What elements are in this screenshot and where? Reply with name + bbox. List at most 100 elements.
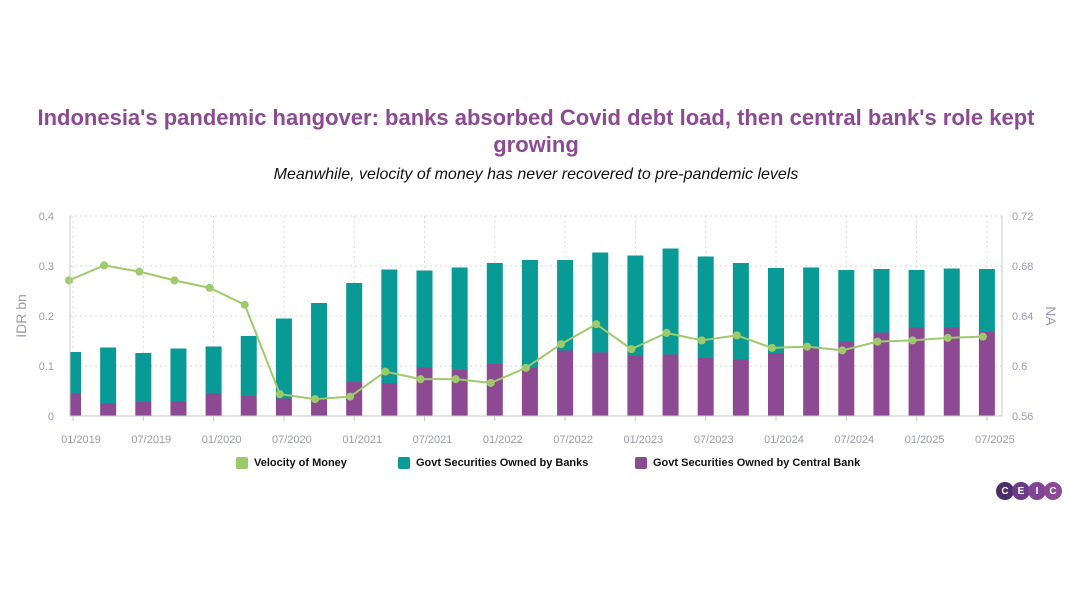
bar-central-bank xyxy=(240,396,257,416)
velocity-point xyxy=(311,395,320,404)
bar-banks xyxy=(978,269,995,332)
y-left-tick-label: 0 xyxy=(48,411,54,423)
bar-central-bank xyxy=(838,341,855,416)
bar-banks xyxy=(662,248,679,355)
legend-label-central-bank: Govt Securities Owned by Central Bank xyxy=(653,457,861,469)
velocity-point xyxy=(592,320,601,329)
bar-banks xyxy=(908,270,925,328)
bar-banks xyxy=(768,268,784,354)
bar-banks xyxy=(100,347,117,404)
velocity-point xyxy=(662,328,671,337)
velocity-point xyxy=(768,343,776,352)
velocity-point xyxy=(451,375,460,384)
bar-banks xyxy=(627,255,644,356)
velocity-point xyxy=(838,346,847,355)
legend-swatch-banks xyxy=(398,457,410,469)
velocity-point xyxy=(732,331,741,340)
bar-banks xyxy=(873,269,890,333)
x-tick-label: 01/2019 xyxy=(61,434,101,446)
velocity-point xyxy=(416,375,425,384)
bar-banks xyxy=(838,270,855,342)
bar-banks xyxy=(170,348,187,402)
bars xyxy=(70,248,995,416)
velocity-point xyxy=(521,363,530,372)
x-tick-label: 07/2025 xyxy=(975,434,1015,446)
x-tick-label: 01/2021 xyxy=(342,434,382,446)
logo-letter: E xyxy=(1012,482,1030,500)
y-right-axis-title: NA xyxy=(1043,306,1059,326)
bar-banks xyxy=(451,267,468,370)
legend-swatch-velocity xyxy=(236,457,248,469)
y-left-tick-label: 0.4 xyxy=(39,211,54,223)
x-tick-label: 01/2022 xyxy=(483,434,523,446)
bar-banks xyxy=(346,283,363,382)
bar-central-bank xyxy=(627,355,644,416)
logo-letter: C xyxy=(1044,482,1062,500)
y-right-tick-label: 0.72 xyxy=(1012,211,1033,223)
velocity-point xyxy=(943,333,952,342)
bar-central-bank xyxy=(803,347,820,416)
x-tick-label: 07/2024 xyxy=(834,434,874,446)
bar-banks xyxy=(521,260,538,368)
x-tick-label: 07/2023 xyxy=(694,434,734,446)
bar-central-bank xyxy=(943,327,960,416)
y-right-tick-label: 0.56 xyxy=(1012,411,1033,423)
bar-banks xyxy=(732,263,749,360)
legend: Velocity of Money Govt Securities Owned … xyxy=(0,457,1072,475)
bar-banks xyxy=(381,269,398,383)
bar-central-bank xyxy=(697,358,714,416)
velocity-point xyxy=(135,267,144,276)
bar-central-bank xyxy=(275,398,292,416)
velocity-point xyxy=(908,336,917,345)
bar-central-bank xyxy=(381,383,398,416)
x-tick-label: 01/2023 xyxy=(624,434,664,446)
x-tick-label: 07/2022 xyxy=(553,434,593,446)
velocity-point xyxy=(697,336,706,345)
x-tick-label: 01/2020 xyxy=(202,434,242,446)
x-tick-label: 07/2021 xyxy=(413,434,453,446)
bar-central-bank xyxy=(135,402,152,416)
velocity-point xyxy=(170,276,179,285)
chart-title: Indonesia's pandemic hangover: banks abs… xyxy=(37,105,1035,157)
bar-banks xyxy=(697,256,714,358)
bar-banks xyxy=(557,260,574,351)
ceic-logo: C E I C xyxy=(996,482,1062,500)
legend-label-velocity: Velocity of Money xyxy=(254,457,347,469)
y-right-tick-label: 0.6 xyxy=(1012,361,1027,373)
bar-central-bank xyxy=(592,352,609,416)
bar-central-bank xyxy=(205,393,222,416)
bar-banks xyxy=(240,336,257,396)
logo-letter: I xyxy=(1028,482,1046,500)
legend-swatch-central-bank xyxy=(635,457,647,469)
velocity-point xyxy=(627,345,636,354)
y-left-axis-title: IDR bn xyxy=(13,294,29,338)
bar-banks xyxy=(486,263,503,364)
legend-item-banks[interactable]: Govt Securities Owned by Banks xyxy=(398,457,588,469)
velocity-line xyxy=(65,261,987,404)
legend-item-velocity[interactable]: Velocity of Money xyxy=(236,457,347,469)
bar-central-bank xyxy=(768,353,784,416)
bar-banks xyxy=(70,352,81,394)
bar-banks xyxy=(311,303,328,397)
bar-banks xyxy=(592,252,609,353)
y-left-tick-label: 0.3 xyxy=(39,261,54,273)
bar-central-bank xyxy=(978,332,995,416)
bar-central-bank xyxy=(100,403,117,416)
bar-banks xyxy=(275,318,292,399)
velocity-point xyxy=(205,283,214,292)
bar-banks xyxy=(205,346,222,394)
bar-central-bank xyxy=(486,364,503,416)
y-left-tick-label: 0.2 xyxy=(39,311,54,323)
velocity-point xyxy=(557,340,566,349)
velocity-point xyxy=(240,300,249,309)
x-tick-label: 07/2020 xyxy=(272,434,312,446)
bar-banks xyxy=(135,353,152,402)
bar-central-bank xyxy=(170,401,187,416)
bar-central-bank xyxy=(908,327,925,416)
bar-central-bank xyxy=(70,393,81,416)
bar-central-bank xyxy=(416,367,433,416)
legend-item-central-bank[interactable]: Govt Securities Owned by Central Bank xyxy=(635,457,860,469)
axes: 0 0.1 0.2 0.3 0.4 0.56 0.6 0.64 0.68 0.72 01/2019 0… xyxy=(13,211,1059,446)
legend-label-banks: Govt Securities Owned by Banks xyxy=(416,457,589,469)
